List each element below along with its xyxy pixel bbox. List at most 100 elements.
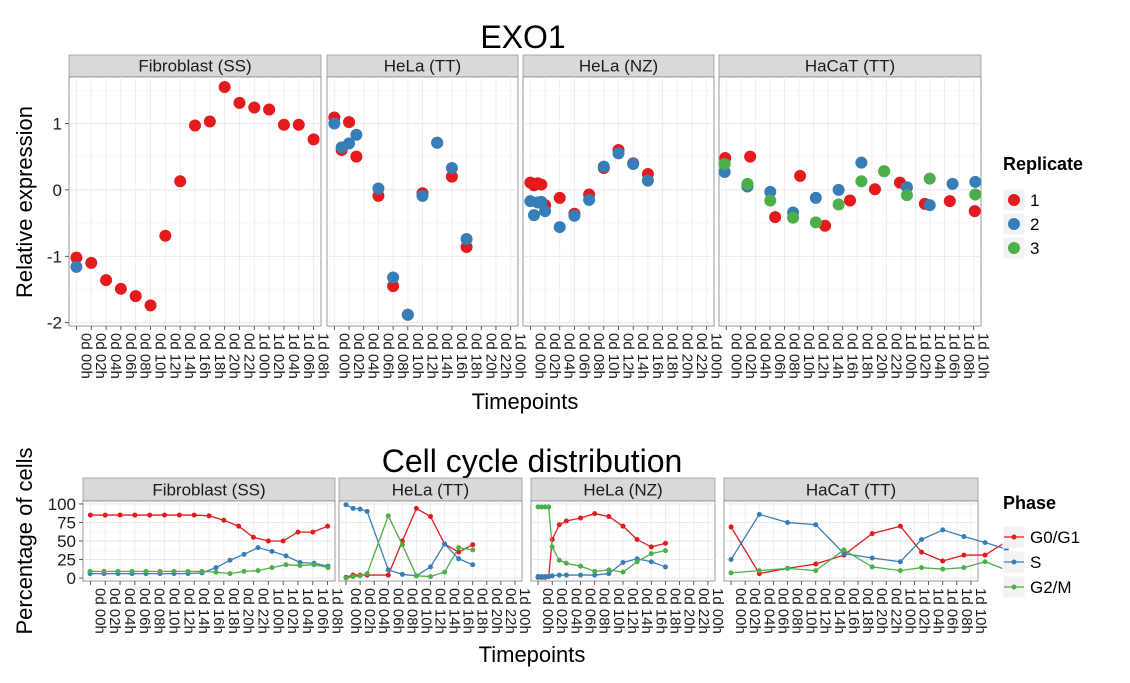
data-point (385, 513, 391, 519)
x-tick-label: 0d 12h (432, 588, 449, 634)
data-point (578, 563, 584, 569)
data-point (241, 551, 247, 557)
x-tick-label: 0d 18h (858, 333, 875, 379)
data-point (728, 524, 734, 530)
x-tick-label: 1d 04h (299, 588, 316, 634)
x-axis-title: Timepoints (472, 389, 579, 414)
x-tick-label: 0d 02h (106, 588, 123, 634)
x-tick-label: 0d 16h (652, 588, 669, 634)
legend-key-G2/M (1011, 584, 1017, 590)
data-point (102, 512, 108, 518)
data-point (809, 191, 822, 204)
x-tick-label: 0d 14h (638, 588, 655, 634)
data-point (460, 233, 473, 246)
data-point (87, 568, 93, 574)
data-point (787, 211, 800, 224)
x-tick-label: 0d 10h (417, 588, 434, 634)
x-tick-label: 1d 00h (901, 588, 918, 634)
x-tick-label: 0d 16h (460, 588, 477, 634)
x-tick-label: 0d 18h (468, 333, 485, 379)
data-point (718, 157, 731, 170)
series-line-S (730, 513, 1007, 563)
data-point (295, 529, 301, 535)
data-point (227, 557, 233, 563)
data-point (832, 198, 845, 211)
data-point (277, 118, 290, 131)
data-point (456, 545, 462, 551)
x-tick-label: 0d 20h (678, 333, 695, 379)
x-tick-label: 1d 02h (917, 333, 934, 379)
x-axis-title: Timepoints (479, 642, 586, 667)
data-point (961, 552, 967, 558)
y-axis-title: Relative expression (12, 106, 37, 298)
y-tick-label: 100 (48, 495, 76, 514)
data-point (144, 299, 157, 312)
data-point (592, 568, 598, 574)
x-tick-label: 0d 08h (403, 588, 420, 634)
legend-label: 3 (1030, 239, 1039, 258)
x-tick-label: 1d 04h (931, 333, 948, 379)
x-tick-label: 0d 12h (620, 333, 637, 379)
x-tick-label: 0d 02h (742, 333, 759, 379)
x-tick-label: 0d 10h (152, 333, 169, 379)
y-tick-label: 0 (67, 569, 76, 588)
x-tick-label: 1d 00h (708, 333, 725, 379)
x-tick-label: 1d 04h (930, 588, 947, 634)
panel-strip-label: Fibroblast (SS) (152, 480, 265, 499)
x-tick-label: 0d 22h (502, 588, 519, 634)
x-tick-label: 1d 08h (315, 333, 332, 379)
data-point (174, 175, 187, 188)
x-tick-label: 0d 06h (774, 588, 791, 634)
data-point (648, 551, 654, 557)
x-tick-label: 0d 22h (887, 333, 904, 379)
x-tick-label: 0d 04h (567, 588, 584, 634)
data-point (756, 568, 762, 574)
data-point (785, 519, 790, 525)
data-point (250, 534, 256, 540)
x-tick-label: 0d 08h (596, 588, 613, 634)
x-tick-label: 0d 14h (831, 588, 848, 634)
data-point (563, 518, 569, 524)
x-tick-label: 0d 10h (800, 333, 817, 379)
data-point (307, 133, 320, 146)
data-point (969, 175, 982, 188)
x-tick-label: 0d 10h (409, 333, 426, 379)
data-point (741, 177, 754, 190)
legend-key-3 (1008, 242, 1020, 254)
data-point (535, 504, 541, 510)
data-point (868, 183, 881, 196)
data-point (900, 189, 913, 202)
data-point (470, 562, 476, 568)
data-point (385, 572, 391, 578)
legend-key-1 (1008, 194, 1020, 206)
data-point (982, 539, 988, 545)
data-point (218, 80, 231, 93)
data-point (416, 189, 429, 202)
data-point (627, 157, 640, 170)
data-point (269, 548, 275, 554)
x-tick-label: 1d 00h (516, 588, 533, 634)
data-point (592, 572, 598, 578)
data-point (728, 570, 734, 576)
data-point (968, 205, 981, 218)
x-tick-label: 0d 22h (887, 588, 904, 634)
data-point (442, 569, 448, 575)
data-point (176, 512, 182, 518)
legend-key-2 (1008, 218, 1020, 230)
x-tick-label: 0d 12h (424, 333, 441, 379)
x-tick-label: 0d 02h (553, 588, 570, 634)
x-tick-label: 1d 08h (960, 333, 977, 379)
panel-strip-label: Fibroblast (SS) (138, 57, 251, 76)
x-tick-label: 0d 08h (789, 588, 806, 634)
x-tick-label: 0d 18h (474, 588, 491, 634)
y-tick-label: 75 (57, 513, 76, 532)
data-point (919, 565, 925, 571)
y-tick-label: 0 (53, 181, 62, 200)
data-point (263, 103, 276, 116)
x-tick-label: 0d 08h (786, 333, 803, 379)
x-tick-label: 1d 06h (300, 333, 317, 379)
x-tick-label: 0d 12h (166, 333, 183, 379)
data-point (470, 542, 476, 548)
data-point (919, 549, 925, 555)
